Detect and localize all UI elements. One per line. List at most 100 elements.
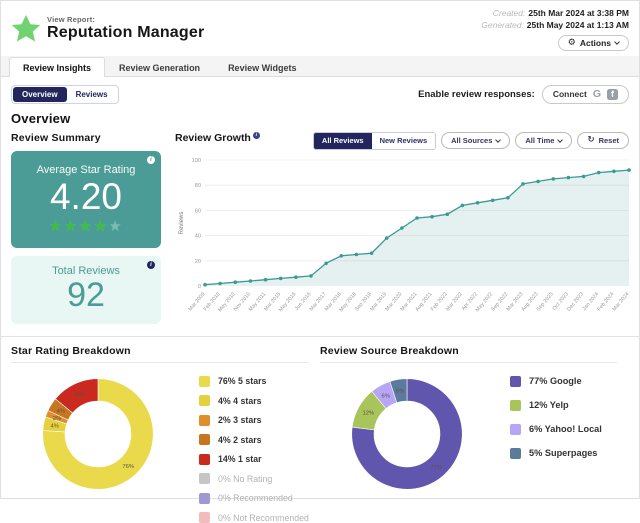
review-source-legend: 77% Google 12% Yelp 6% Yahoo! Local 5% Supe…: [510, 375, 602, 459]
legend-swatch: [510, 447, 521, 459]
tab-bar: Review Insights Review Generation Review…: [1, 55, 639, 77]
svg-text:12%: 12%: [363, 410, 375, 416]
legend-label: 12% Yelp: [529, 400, 569, 411]
star-rating-breakdown-heading: Star Rating Breakdown: [11, 345, 308, 363]
page-header: View Report: Reputation Manager Created:…: [1, 1, 639, 51]
star-rating-fill: ★★★★★: [48, 216, 112, 235]
legend-item: 12% Yelp: [510, 399, 602, 411]
legend-swatch: [199, 473, 210, 485]
star-rating-legend: 76% 5 stars 4% 4 stars 2% 3 stars 4% 2 star…: [199, 375, 309, 523]
app-star-logo: [11, 14, 41, 42]
legend-label: 0% Not Recommended: [218, 512, 309, 523]
review-summary-heading: Review Summary: [11, 131, 101, 144]
legend-label: 5% Superpages: [529, 448, 598, 459]
legend-item: 4% 4 stars: [199, 395, 309, 407]
svg-text:4%: 4%: [57, 408, 65, 414]
svg-text:5%: 5%: [396, 388, 404, 394]
legend-item: 6% Yahoo! Local: [510, 423, 602, 435]
review-source-donut-chart: 77% 12% 6% 5%: [351, 378, 463, 490]
legend-label: 2% 3 stars: [218, 415, 262, 426]
legend-swatch: [199, 492, 210, 504]
review-source-breakdown-heading: Review Source Breakdown: [320, 345, 617, 363]
star-rating-donut-chart: 76%4%2%4%14%: [42, 378, 154, 490]
enable-responses-label: Enable review responses:: [418, 88, 535, 100]
generated-line: Generated: 25th May 2024 at 1:13 AM: [481, 19, 629, 31]
all-reviews-button[interactable]: All Reviews: [313, 132, 372, 149]
legend-item: 0% Recommended: [199, 492, 309, 504]
legend-label: 4% 2 stars: [218, 434, 262, 445]
legend-label: 4% 4 stars: [218, 395, 262, 406]
legend-label: 77% Google: [529, 376, 582, 387]
svg-text:76%: 76%: [122, 464, 134, 470]
info-icon[interactable]: i: [252, 132, 260, 140]
legend-swatch: [510, 423, 521, 435]
legend-item: 76% 5 stars: [199, 375, 309, 387]
reset-button[interactable]: ↻ Reset: [577, 132, 629, 150]
tab-review-widgets[interactable]: Review Widgets: [228, 62, 297, 73]
legend-swatch: [199, 375, 210, 387]
overview-reviews-toggle: Overview Reviews: [11, 84, 119, 104]
average-rating-value: 4.20: [49, 175, 122, 217]
tab-review-insights[interactable]: Review Insights: [9, 56, 106, 77]
tab-review-generation[interactable]: Review Generation: [119, 62, 201, 73]
svg-text:0: 0: [198, 284, 201, 290]
info-icon[interactable]: i: [147, 155, 155, 164]
legend-swatch: [510, 375, 521, 387]
review-growth-heading: Review Growth i: [175, 132, 260, 144]
svg-text:6%: 6%: [382, 393, 390, 399]
view-report-label: View Report:: [47, 15, 96, 25]
reset-icon: ↻: [587, 135, 595, 146]
total-reviews-card: i Total Reviews 92: [11, 255, 161, 324]
reviews-filter-toggle: All Reviews New Reviews: [312, 131, 437, 150]
legend-swatch: [199, 453, 210, 465]
legend-swatch: [199, 395, 210, 407]
gear-icon: ⚙: [567, 37, 576, 48]
svg-text:40: 40: [195, 233, 201, 239]
section-divider: [1, 335, 639, 337]
chevron-down-icon: [557, 136, 564, 143]
legend-swatch: [199, 434, 210, 446]
legend-item: 0% No Rating: [199, 473, 309, 485]
page-title: Reputation Manager: [47, 24, 205, 42]
total-reviews-value: 92: [67, 275, 105, 314]
info-icon[interactable]: i: [147, 260, 155, 269]
average-rating-label: Average Star Rating: [36, 163, 136, 176]
actions-button[interactable]: ⚙ Actions: [557, 34, 629, 51]
legend-label: 0% No Rating: [218, 473, 273, 484]
legend-item: 4% 2 stars: [199, 434, 309, 446]
review-source-breakdown-panel: Review Source Breakdown 77% 12% 6% 5% 77% G…: [320, 345, 629, 523]
legend-label: 76% 5 stars: [218, 376, 267, 387]
star-rating-icons: ★★★★★★★★★★: [48, 216, 124, 235]
connect-button[interactable]: Connect G f: [541, 84, 629, 104]
svg-text:60: 60: [195, 208, 201, 214]
legend-swatch: [510, 399, 521, 411]
svg-text:2%: 2%: [53, 415, 61, 421]
legend-item: 77% Google: [510, 375, 602, 387]
svg-text:4%: 4%: [50, 423, 58, 429]
svg-text:20: 20: [195, 258, 201, 264]
legend-swatch: [199, 512, 210, 523]
created-value: 25th Mar 2024 at 3:38 PM: [528, 8, 629, 18]
created-line: Created: 25th Mar 2024 at 3:38 PM: [481, 7, 629, 19]
all-sources-dropdown[interactable]: All Sources: [441, 132, 511, 150]
legend-label: 14% 1 star: [218, 454, 262, 465]
svg-text:80: 80: [195, 183, 201, 189]
legend-item: 0% Not Recommended: [199, 512, 309, 523]
legend-label: 6% Yahoo! Local: [529, 424, 602, 435]
legend-swatch: [199, 414, 210, 426]
toggle-reviews[interactable]: Reviews: [66, 86, 117, 102]
all-time-dropdown[interactable]: All Time: [515, 132, 573, 150]
star-rating-breakdown-panel: Star Rating Breakdown 76% 4% 2% 4% 14% 76% 5…: [11, 345, 320, 523]
svg-text:77%: 77%: [430, 465, 442, 471]
toggle-overview[interactable]: Overview: [13, 86, 67, 102]
legend-item: 2% 3 stars: [199, 414, 309, 426]
new-reviews-button[interactable]: New Reviews: [371, 132, 436, 149]
svg-text:100: 100: [192, 158, 201, 164]
legend-item: 14% 1 star: [199, 453, 309, 465]
average-star-rating-card: i Average Star Rating 4.20 ★★★★★★★★★★: [11, 150, 161, 248]
facebook-icon: f: [607, 88, 618, 100]
google-icon: G: [592, 87, 601, 100]
chevron-down-icon: [495, 136, 502, 143]
generated-value: 25th May 2024 at 1:13 AM: [526, 20, 629, 31]
